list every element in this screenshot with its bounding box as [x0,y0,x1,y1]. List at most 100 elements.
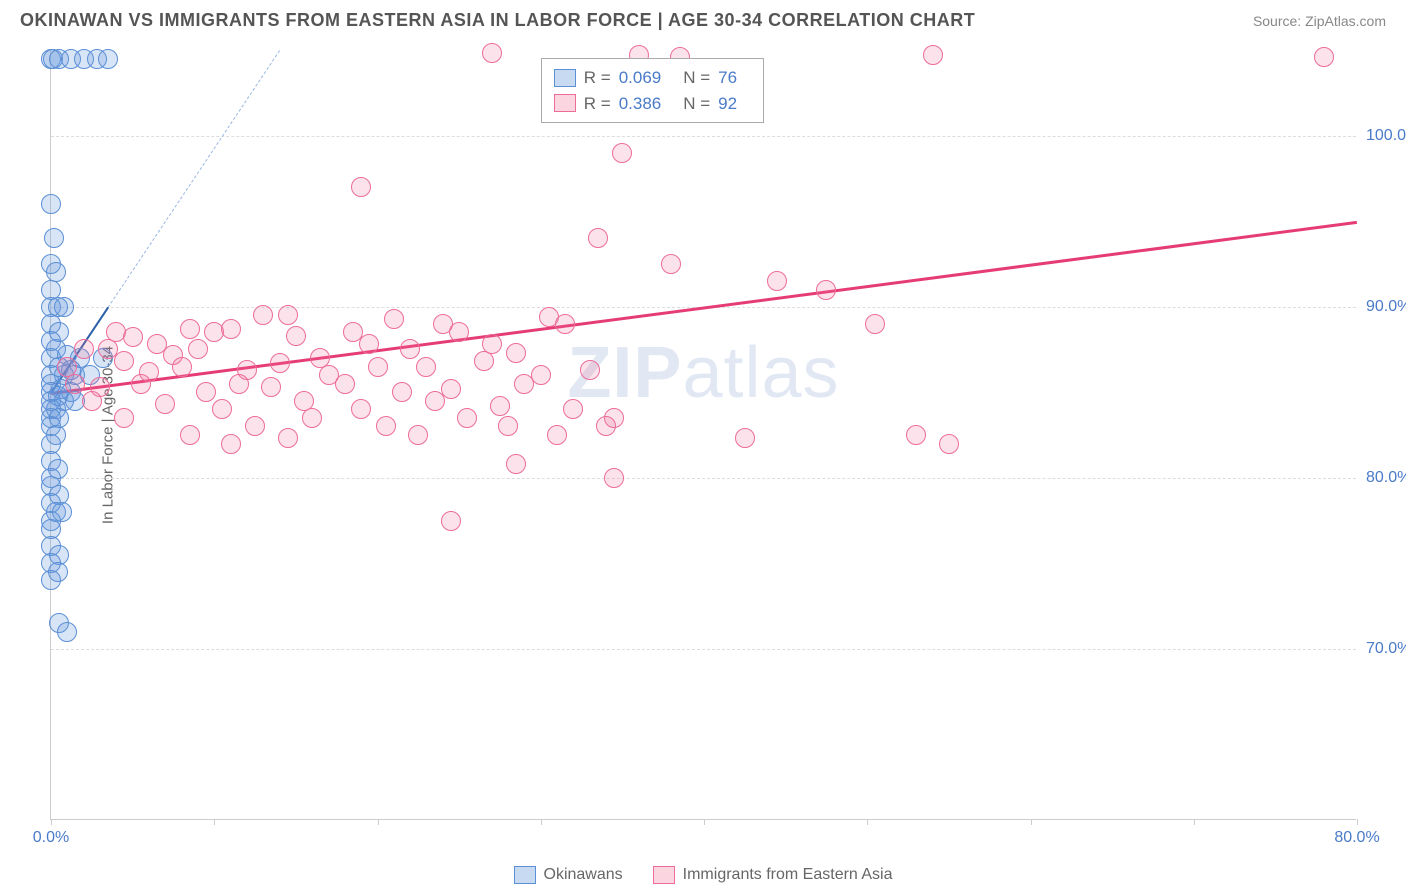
swatch-icon [554,94,576,112]
data-point [661,254,681,274]
r-value: 0.069 [619,65,662,91]
data-point [563,399,583,419]
r-label: R = [584,65,611,91]
y-tick-label: 80.0% [1366,469,1406,487]
data-point [865,314,885,334]
x-tick [1031,819,1032,825]
data-point [506,454,526,474]
grid-line [51,136,1356,137]
n-value: 92 [718,91,737,117]
grid-line [51,478,1356,479]
data-point [457,408,477,428]
data-point [514,374,534,394]
swatch-icon [554,69,576,87]
data-point [735,428,755,448]
data-point [335,374,355,394]
data-point [612,143,632,163]
data-point [906,425,926,445]
trend-line [108,50,280,307]
data-point [180,425,200,445]
data-point [376,416,396,436]
data-point [114,408,134,428]
x-tick [378,819,379,825]
data-point [212,399,232,419]
data-point [229,374,249,394]
chart-title: OKINAWAN VS IMMIGRANTS FROM EASTERN ASIA… [20,10,975,31]
data-point [123,327,143,347]
data-point [44,228,64,248]
legend-item-immigrants: Immigrants from Eastern Asia [653,866,893,884]
data-point [261,377,281,397]
data-point [253,305,273,325]
data-point [604,468,624,488]
x-tick [1194,819,1195,825]
data-point [400,339,420,359]
data-point [221,319,241,339]
x-tick-label: 80.0% [1334,829,1379,847]
n-value: 76 [718,65,737,91]
watermark: ZIPatlas [567,332,839,414]
data-point [278,305,298,325]
y-tick-label: 70.0% [1366,640,1406,658]
data-point [302,408,322,428]
data-point [245,416,265,436]
data-point [474,351,494,371]
n-label: N = [683,91,710,117]
x-tick [214,819,215,825]
legend-bottom: Okinawans Immigrants from Eastern Asia [0,866,1406,884]
data-point [114,351,134,371]
y-tick-label: 100.0% [1366,127,1406,145]
data-point [408,425,428,445]
data-point [939,434,959,454]
data-point [441,511,461,531]
data-point [816,280,836,300]
y-tick-label: 90.0% [1366,298,1406,316]
data-point [580,360,600,380]
data-point [65,374,85,394]
x-tick [704,819,705,825]
x-tick [867,819,868,825]
x-tick [1357,819,1358,825]
grid-line [51,649,1356,650]
swatch-icon [514,866,536,884]
data-point [172,357,192,377]
x-tick [51,819,52,825]
data-point [923,45,943,65]
data-point [384,309,404,329]
data-point [221,434,241,454]
data-point [416,357,436,377]
data-point [555,314,575,334]
legend-label: Immigrants from Eastern Asia [683,866,893,884]
data-point [41,194,61,214]
swatch-icon [653,866,675,884]
x-tick-label: 0.0% [33,829,69,847]
data-point [74,339,94,359]
data-point [180,319,200,339]
data-point [368,357,388,377]
data-point [351,177,371,197]
data-point [425,391,445,411]
data-point [506,343,526,363]
data-point [490,396,510,416]
data-point [286,326,306,346]
data-point [392,382,412,402]
data-point [547,425,567,445]
data-point [482,43,502,63]
data-point [351,399,371,419]
data-point [596,416,616,436]
data-point [41,570,61,590]
data-point [449,322,469,342]
scatter-chart: In Labor Force | Age 30-34 ZIPatlas 70.0… [50,50,1356,820]
legend-stats-row: R =0.386N =92 [554,91,751,117]
data-point [441,379,461,399]
r-label: R = [584,91,611,117]
y-axis-label: In Labor Force | Age 30-34 [100,345,117,523]
x-tick [541,819,542,825]
legend-label: Okinawans [544,866,623,884]
data-point [82,391,102,411]
data-point [98,49,118,69]
data-point [1314,47,1334,67]
legend-stats-row: R =0.069N =76 [554,65,751,91]
legend-item-okinawans: Okinawans [514,866,623,884]
data-point [57,622,77,642]
